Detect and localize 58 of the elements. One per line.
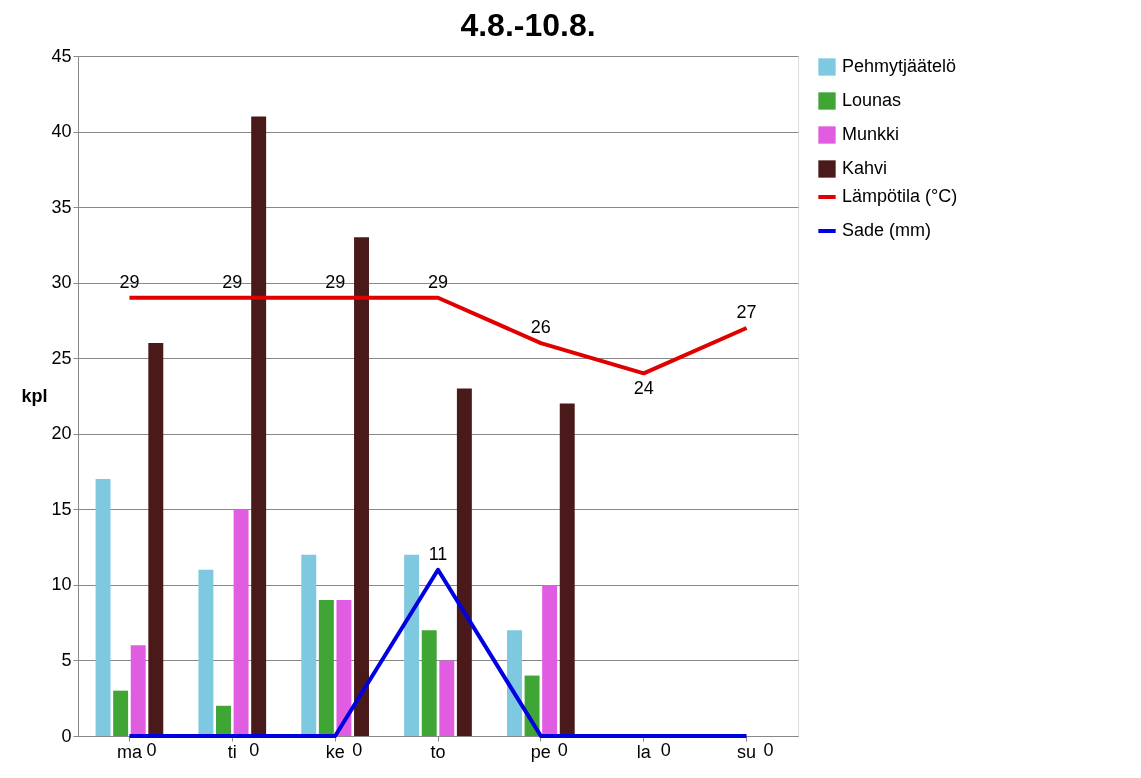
bar: [439, 660, 455, 736]
data-label: 29: [222, 271, 243, 292]
y-tick-label: 30: [51, 272, 72, 293]
x-tick-label: pe: [530, 741, 551, 762]
bar: [354, 237, 369, 736]
y-tick-label: 5: [61, 649, 72, 670]
data-label: 0: [660, 740, 671, 760]
bar: [130, 645, 146, 736]
data-label: 0: [146, 740, 157, 760]
x-tick-label: ma: [116, 741, 143, 762]
bar: [318, 600, 334, 736]
bar: [251, 116, 267, 736]
data-label: 27: [736, 302, 757, 322]
bar: [216, 705, 231, 736]
y-tick-label: 10: [51, 574, 72, 595]
y-tick-label: 45: [51, 45, 72, 66]
y-tick-label: 20: [51, 423, 72, 444]
data-label: 29: [119, 271, 140, 292]
data-label: 29: [427, 271, 449, 292]
legend-label: Munkki: [842, 124, 900, 144]
bar: [95, 479, 111, 736]
bar: [198, 569, 214, 736]
x-tick-label: su: [737, 741, 757, 762]
bar: [148, 343, 164, 736]
bar: [507, 630, 522, 736]
y-tick-label: 25: [51, 347, 72, 368]
bar: [404, 554, 420, 736]
legend-label: Sade (mm): [842, 220, 932, 240]
x-tick-label: ke: [325, 741, 345, 762]
legend-label: Lounas: [842, 90, 902, 110]
data-label: 0: [557, 740, 568, 760]
y-tick-label: 15: [51, 498, 72, 519]
y-tick-label: 0: [61, 725, 72, 746]
data-label: 0: [352, 740, 363, 760]
y-tick-label: 40: [51, 121, 72, 142]
bar: [233, 509, 249, 736]
bar: [336, 600, 352, 736]
legend-label: Kahvi: [842, 158, 888, 178]
data-label: 29: [325, 271, 346, 292]
y-tick-label: 35: [51, 196, 72, 217]
bar: [456, 388, 472, 736]
bar: [559, 403, 575, 736]
legend-label: Lämpötila (°C): [842, 186, 958, 206]
chart-title: 4.8.-10.8.: [460, 7, 596, 43]
data-label: 24: [633, 378, 654, 399]
bar: [542, 584, 558, 736]
bar: [421, 630, 437, 736]
data-label: 0: [249, 740, 260, 760]
y-axis-title: kpl: [21, 385, 48, 406]
bar: [113, 690, 129, 736]
bar: [301, 554, 317, 736]
legend-label: Pehmytjäätelö: [842, 56, 957, 76]
x-tick-label: la: [636, 741, 652, 762]
x-tick-label: ti: [227, 741, 237, 762]
data-label: 26: [530, 317, 551, 338]
data-label: 11: [428, 543, 448, 564]
x-tick-label: to: [430, 741, 446, 762]
data-label: 0: [763, 740, 774, 760]
